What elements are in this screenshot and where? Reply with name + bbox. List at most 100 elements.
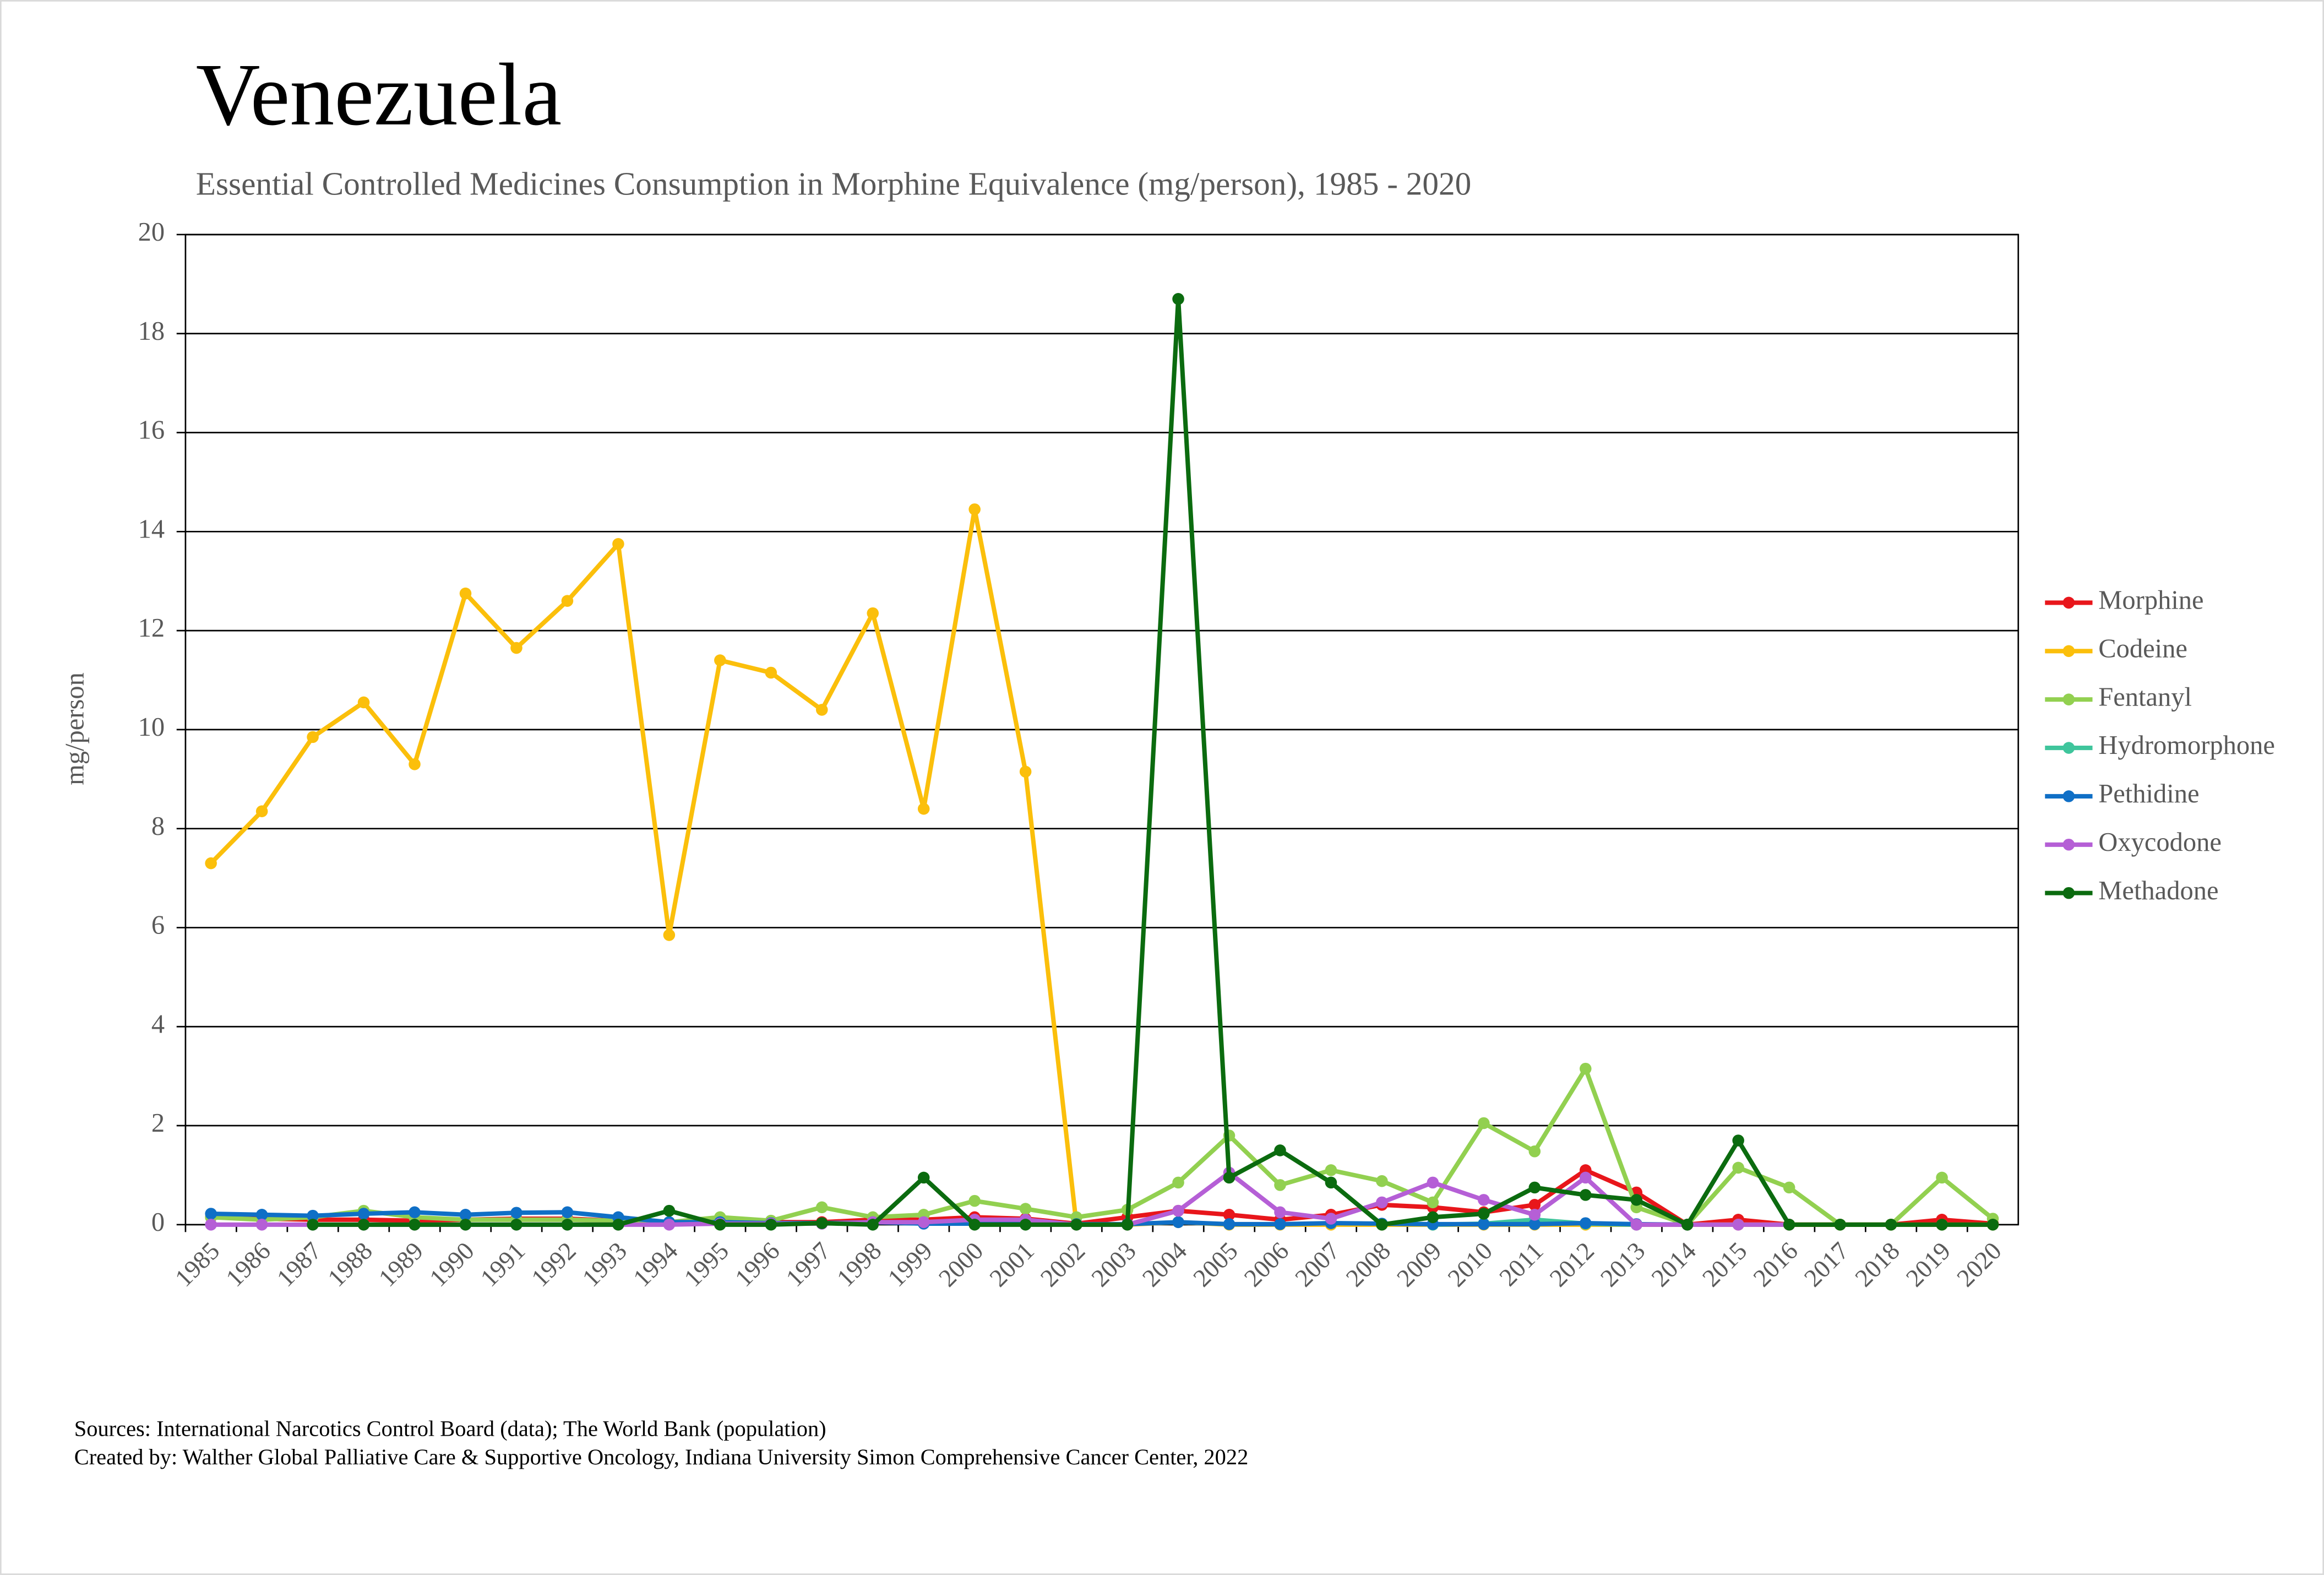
data-point: [917, 802, 930, 815]
y-tick-label: 8: [151, 812, 165, 841]
data-point: [459, 1209, 472, 1221]
data-point: [1172, 1204, 1184, 1217]
data-point: [815, 704, 828, 716]
data-point: [917, 1171, 930, 1184]
data-point: [561, 1219, 574, 1231]
data-point: [409, 1219, 421, 1231]
y-tick-label: 0: [151, 1208, 165, 1237]
data-point: [1274, 1218, 1286, 1230]
data-point: [1376, 1196, 1388, 1209]
data-point: [205, 1208, 217, 1220]
data-point: [1478, 1194, 1490, 1206]
data-point: [917, 1216, 930, 1229]
legend-marker: [2062, 645, 2075, 658]
data-point: [307, 731, 319, 743]
data-point: [357, 1208, 370, 1220]
data-point: [1223, 1171, 1236, 1184]
data-point: [1528, 1199, 1541, 1211]
y-tick-label: 6: [151, 911, 165, 940]
data-point: [1427, 1211, 1439, 1224]
data-point: [1376, 1219, 1388, 1231]
data-point: [307, 1209, 319, 1222]
data-point: [1019, 1219, 1032, 1231]
data-point: [765, 666, 777, 679]
data-point: [1478, 1117, 1490, 1129]
data-point: [1427, 1196, 1439, 1209]
data-point: [459, 1219, 472, 1231]
data-point: [561, 595, 574, 607]
data-point: [1172, 293, 1184, 305]
data-point: [1579, 1217, 1592, 1229]
data-point: [1834, 1219, 1846, 1231]
data-point: [968, 503, 981, 515]
data-point: [205, 857, 217, 870]
legend-marker: [2062, 838, 2075, 851]
y-tick-label: 16: [138, 416, 165, 445]
data-point: [1172, 1176, 1184, 1189]
legend-label: Fentanyl: [2098, 682, 2192, 712]
data-point: [1579, 1171, 1592, 1184]
data-point: [1528, 1209, 1541, 1221]
y-tick-label: 18: [138, 317, 165, 346]
data-point: [205, 1219, 217, 1231]
data-point: [510, 642, 523, 654]
y-axis-label: mg/person: [60, 672, 89, 785]
chart-subtitle: Essential Controlled Medicines Consumpti…: [196, 165, 1472, 202]
y-tick-label: 10: [138, 713, 165, 742]
legend-label: Codeine: [2098, 634, 2187, 663]
data-point: [409, 1206, 421, 1219]
data-point: [1936, 1219, 1948, 1231]
data-point: [1478, 1208, 1490, 1220]
data-point: [1630, 1194, 1643, 1206]
data-point: [1732, 1219, 1744, 1231]
data-point: [255, 1219, 268, 1231]
data-point: [1528, 1181, 1541, 1194]
data-point: [1121, 1219, 1134, 1231]
y-tick-label: 20: [138, 218, 165, 247]
sources: Sources: International Narcotics Control…: [74, 1416, 826, 1441]
data-point: [1732, 1161, 1744, 1174]
data-point: [1427, 1176, 1439, 1189]
data-point: [714, 654, 726, 666]
data-point: [510, 1207, 523, 1219]
data-point: [1579, 1062, 1592, 1075]
data-point: [663, 929, 676, 941]
data-point: [815, 1201, 828, 1214]
y-tick-label: 4: [151, 1009, 165, 1039]
data-point: [561, 1206, 574, 1219]
y-tick-label: 12: [138, 613, 165, 643]
data-point: [1223, 1209, 1236, 1221]
data-point: [255, 805, 268, 817]
data-point: [663, 1219, 676, 1231]
data-point: [1885, 1219, 1897, 1231]
data-point: [1630, 1219, 1643, 1231]
data-point: [1478, 1218, 1490, 1230]
data-point: [1528, 1218, 1541, 1230]
data-point: [1172, 1216, 1184, 1229]
data-point: [1376, 1175, 1388, 1187]
data-point: [1528, 1145, 1541, 1158]
data-point: [510, 1219, 523, 1231]
legend-marker: [2062, 742, 2075, 754]
data-point: [1732, 1134, 1744, 1147]
data-point: [867, 1219, 879, 1231]
created-by: Created by: Walther Global Palliative Ca…: [74, 1444, 1249, 1469]
legend-label: Oxycodone: [2098, 828, 2222, 857]
data-point: [1783, 1181, 1795, 1194]
data-point: [1274, 1179, 1286, 1191]
data-point: [1325, 1213, 1337, 1225]
y-tick-label: 14: [138, 514, 165, 544]
y-tick-label: 2: [151, 1109, 165, 1138]
data-point: [459, 587, 472, 600]
data-point: [1274, 1206, 1286, 1219]
legend-label: Methadone: [2098, 876, 2218, 905]
data-point: [1019, 765, 1032, 778]
chart-title: Venezuela: [196, 45, 562, 144]
data-point: [968, 1219, 981, 1231]
legend-label: Hydromorphone: [2098, 731, 2275, 760]
data-point: [815, 1217, 828, 1229]
legend-marker: [2062, 790, 2075, 802]
data-point: [714, 1219, 726, 1231]
data-point: [1070, 1219, 1082, 1231]
